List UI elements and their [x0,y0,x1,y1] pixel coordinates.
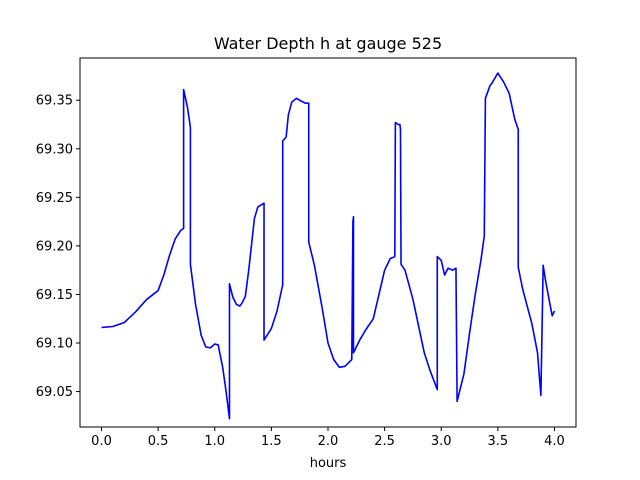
x-tick-label: 1.5 [261,434,282,449]
x-tick-label: 3.5 [488,434,509,449]
x-tick-label: 1.0 [204,434,225,449]
y-axis: 69.05 69.10 69.15 69.20 69.25 69.30 69.35 [36,94,80,400]
x-tick-label: 2.5 [374,434,395,449]
series-line [101,72,556,420]
y-tick-label: 69.30 [36,142,73,157]
x-tick-label: 0.0 [91,434,112,449]
x-tick-label: 4.0 [544,434,565,449]
x-axis: 0.0 0.5 1.0 1.5 2.0 2.5 3.0 3.5 4.0 [91,427,565,449]
y-tick-label: 69.20 [36,239,73,254]
y-tick-label: 69.15 [36,288,73,303]
chart-title: Water Depth h at gauge 525 [214,34,442,53]
y-tick-label: 69.05 [36,385,73,400]
x-tick-label: 0.5 [148,434,169,449]
x-tick-label: 3.0 [431,434,452,449]
y-tick-label: 69.25 [36,191,73,206]
y-tick-label: 69.35 [36,94,73,109]
y-tick-label: 69.10 [36,337,73,352]
x-axis-label: hours [310,456,347,471]
x-tick-label: 2.0 [318,434,339,449]
